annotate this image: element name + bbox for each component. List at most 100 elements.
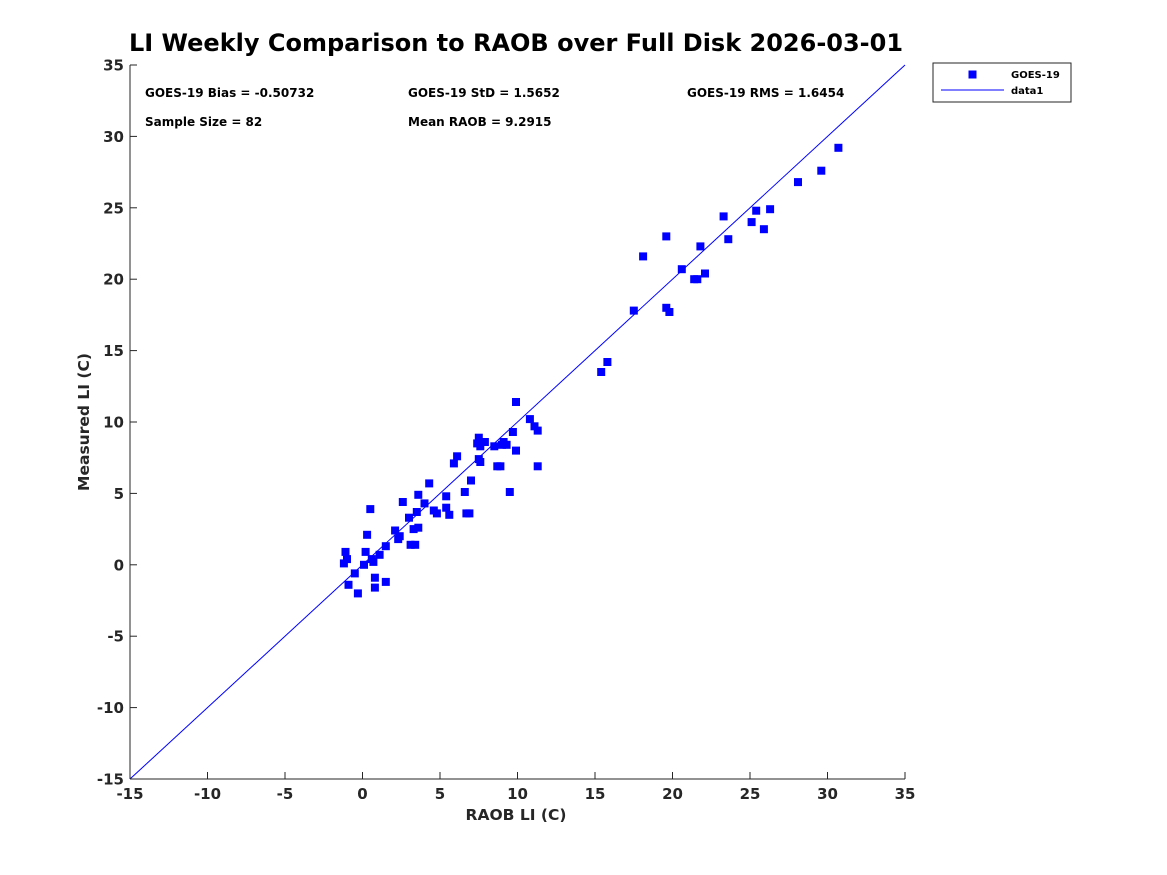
y-tick-label: 30: [103, 128, 124, 146]
scatter-point-6: [360, 560, 368, 569]
scatter-point-45: [476, 442, 485, 451]
scatter-point-31: [432, 509, 441, 518]
scatter-point-65: [662, 232, 671, 241]
annotation-bias: GOES-19 Bias = -0.50732: [145, 86, 314, 100]
scatter-point-1: [343, 555, 351, 564]
y-tick-label: -10: [97, 699, 124, 717]
scatter-point-62: [603, 358, 612, 366]
y-tick-label: 20: [103, 271, 124, 289]
scatter-point-3: [344, 580, 353, 589]
annotation-sample-size: Sample Size = 82: [145, 115, 262, 129]
scatter-point-81: [834, 143, 843, 152]
scatter-point-57: [525, 415, 534, 424]
scatter-point-33: [442, 492, 451, 501]
scatter-point-56: [512, 398, 520, 406]
scatter-point-39: [465, 509, 474, 518]
axes: -15 -10 -5 0 5 10 15 20 25 30 35 -15 -10 -5 0 5 10 15 20 25…: [97, 57, 916, 804]
scatter-point-78: [766, 205, 775, 214]
y-tick-label: 15: [103, 342, 124, 360]
scatter-point-17: [391, 526, 400, 535]
scatter-point-42: [474, 433, 483, 442]
annotation-mean-raob: Mean RAOB = 9.2915: [408, 115, 552, 129]
scatter-point-26: [414, 490, 423, 499]
scatter-point-49: [496, 462, 505, 471]
legend-marker-square: [968, 70, 977, 79]
annotation-std: GOES-19 StD = 1.5652: [408, 86, 560, 100]
x-tick-label: -10: [194, 785, 221, 803]
scatter-point-64: [639, 252, 648, 261]
scatter-point-23: [409, 525, 418, 534]
scatter-point-46: [480, 438, 489, 446]
scatter-point-27: [414, 523, 423, 532]
legend-box: [932, 62, 1072, 103]
x-tick-label: 25: [740, 785, 761, 803]
scatter-point-55: [512, 446, 520, 455]
y-tick-label: 10: [103, 414, 124, 432]
scatter-point-9: [366, 505, 375, 514]
y-tick-label: -5: [107, 628, 124, 646]
scatter-point-52: [502, 440, 511, 449]
scatter-point-58: [530, 422, 539, 431]
scatter-point-8: [363, 530, 372, 539]
scatter-point-40: [467, 476, 475, 485]
scatter-point-5: [353, 589, 362, 598]
scatter-point-47: [490, 442, 499, 451]
x-tick-label: 0: [357, 785, 367, 803]
scatter-point-29: [425, 479, 434, 488]
scatter-point-53: [505, 488, 514, 496]
scatter-point-4: [350, 569, 359, 578]
x-tick-label: -5: [277, 785, 294, 803]
scatter-point-68: [677, 265, 686, 274]
scatter-point-77: [759, 225, 768, 234]
scatter-point-24: [411, 540, 420, 549]
series-line-data1: [129, 64, 906, 780]
x-tick-label: 5: [435, 785, 445, 803]
legend: GOES-19 data1: [932, 62, 1072, 103]
scatter-point-32: [442, 503, 451, 512]
scatter-point-44: [476, 458, 485, 466]
scatter-point-67: [665, 308, 674, 316]
scatter-point-25: [412, 508, 421, 516]
scatter-point-79: [794, 178, 802, 187]
scatter-point-12: [370, 573, 379, 582]
scatter-point-28: [420, 499, 429, 508]
y-tick-label: -15: [97, 771, 124, 789]
scatter-point-54: [508, 428, 517, 436]
scatter-point-0: [341, 547, 350, 556]
scatter-point-71: [696, 242, 705, 251]
annotation-rms: GOES-19 RMS = 1.6454: [687, 86, 844, 100]
scatter-point-80: [817, 166, 826, 175]
x-tick-label: 15: [585, 785, 606, 803]
scatter-point-76: [752, 206, 761, 215]
y-axis-label: Measured LI (C): [75, 353, 93, 491]
scatter-point-35: [449, 459, 458, 468]
y-tick-label: 35: [103, 57, 124, 75]
x-axis-label: RAOB LI (C): [466, 806, 567, 824]
scatter-point-20: [398, 498, 407, 506]
data-marks: [129, 64, 906, 780]
legend-label-data1: data1: [1011, 86, 1043, 97]
scatter-point-36: [453, 452, 462, 461]
scatter-point-74: [724, 235, 733, 244]
scatter-point-70: [693, 275, 702, 284]
scatter-point-60: [533, 462, 542, 471]
scatter-point-34: [445, 510, 454, 519]
scatter-point-22: [406, 540, 415, 549]
scatter-point-16: [381, 577, 390, 586]
scatter-point-73: [719, 212, 728, 221]
scatter-point-14: [375, 550, 384, 559]
scatter-point-15: [381, 542, 390, 551]
x-tick-label: 35: [895, 785, 916, 803]
x-tick-label: 30: [817, 785, 838, 803]
y-tick-label: 25: [103, 199, 124, 217]
scatter-point-19: [395, 532, 404, 541]
scatter-point-37: [460, 488, 469, 496]
scatter-point-7: [361, 547, 370, 556]
scatter-point-11: [369, 557, 378, 566]
scatter-point-2: [339, 559, 348, 568]
scatter-point-59: [533, 426, 542, 435]
x-tick-label: 10: [507, 785, 528, 803]
x-tick-label: -15: [116, 785, 143, 803]
scatter-point-66: [662, 303, 671, 312]
scatter-point-61: [597, 368, 606, 376]
